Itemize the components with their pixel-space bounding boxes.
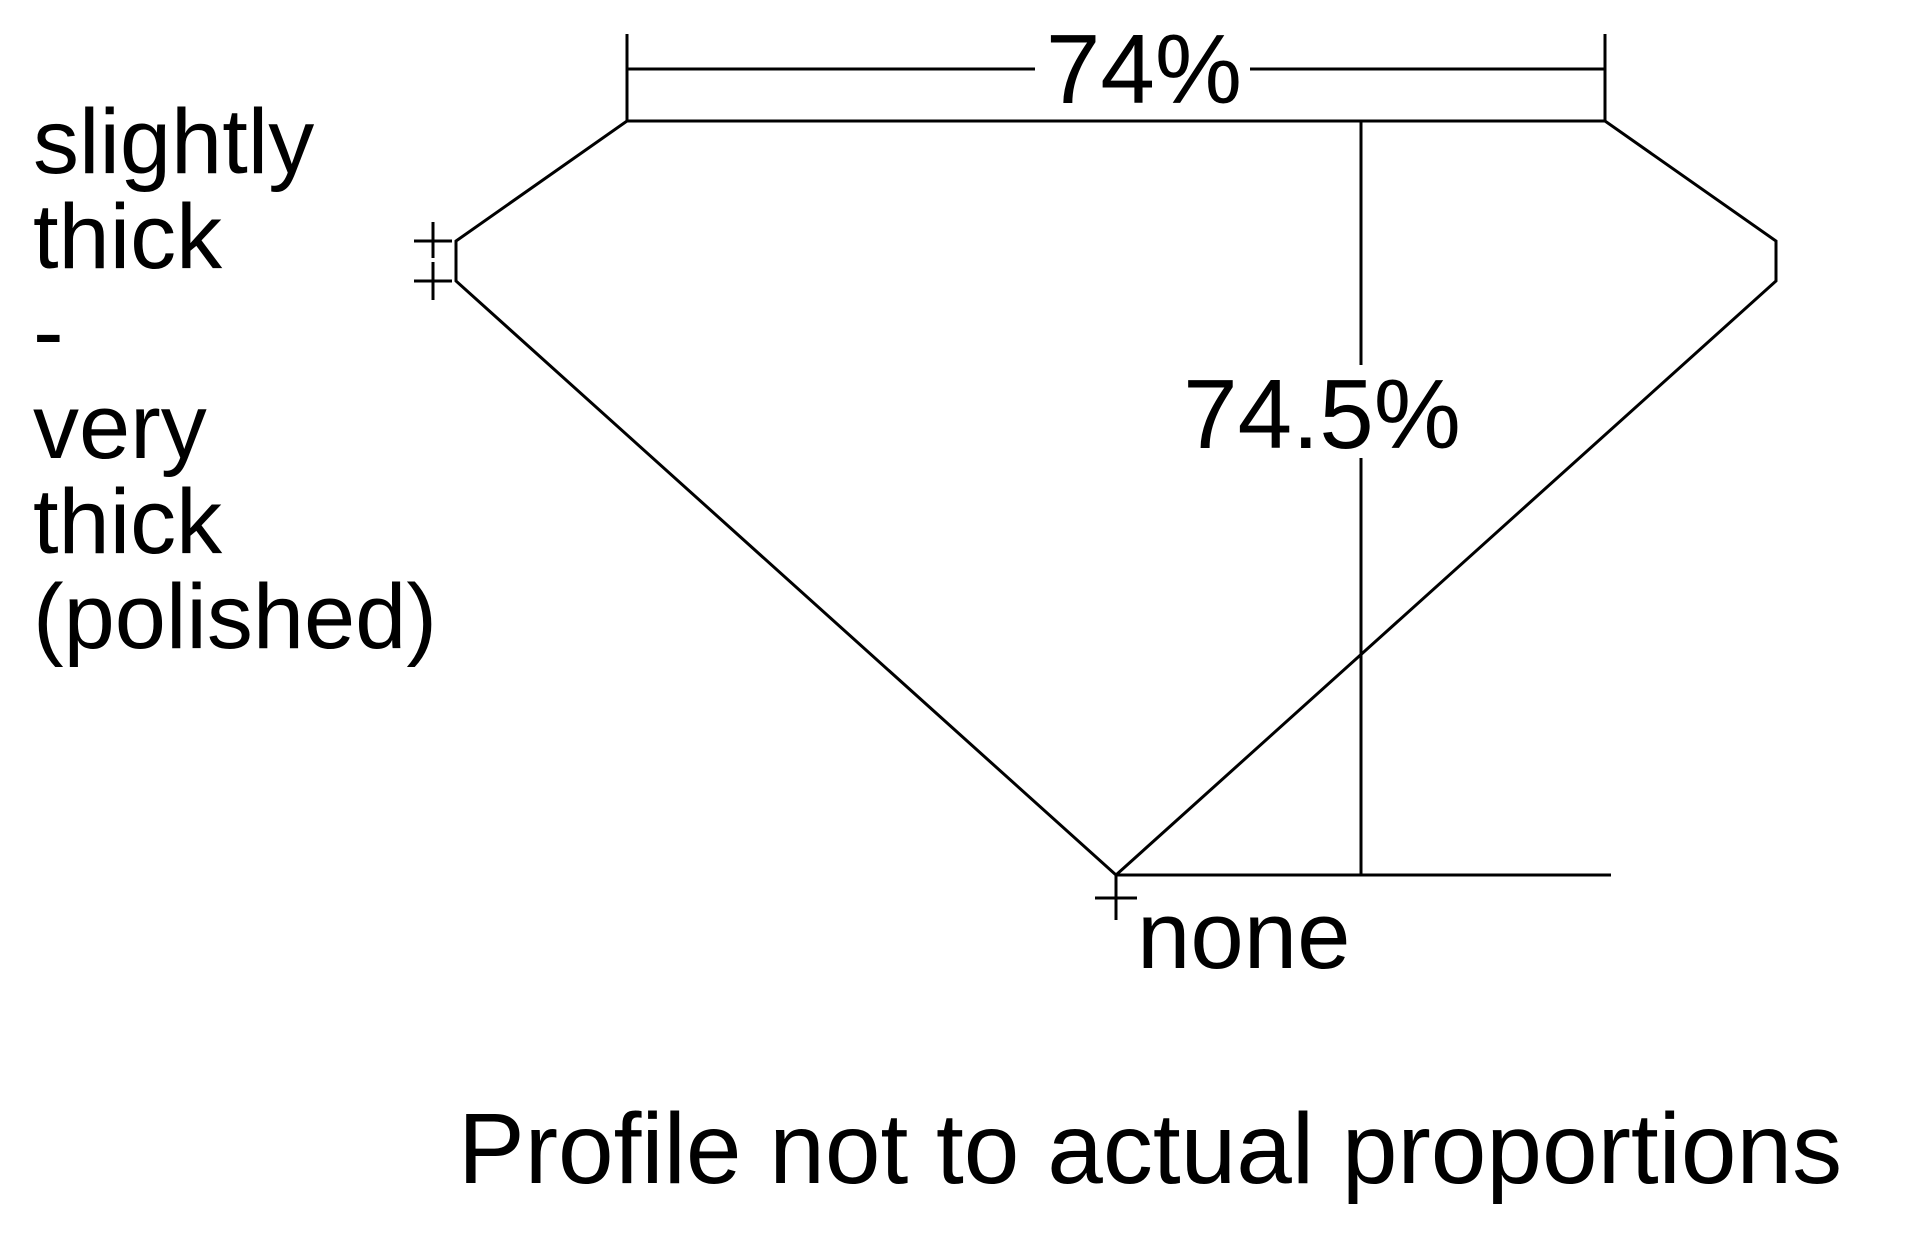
table-percentage-label: 74% xyxy=(1046,14,1242,124)
girdle-marker-top xyxy=(414,222,452,258)
girdle-label-line: slightly xyxy=(33,91,314,193)
culet-marker xyxy=(1095,875,1137,920)
girdle-label: slightly thick - very thick (polished) xyxy=(33,91,437,668)
culet-label: none xyxy=(1137,882,1351,989)
gem-outline xyxy=(454,119,1778,878)
depth-percentage-label: 74.5% xyxy=(1183,359,1461,469)
girdle-label-line: very xyxy=(33,376,207,478)
girdle-label-line: thick xyxy=(33,471,223,573)
girdle-label-line: - xyxy=(33,281,64,383)
footnote: Profile not to actual proportions xyxy=(458,1093,1842,1205)
girdle-label-line: thick xyxy=(33,186,223,288)
girdle-marker-bottom xyxy=(414,262,452,300)
girdle-label-line: (polished) xyxy=(33,566,437,668)
